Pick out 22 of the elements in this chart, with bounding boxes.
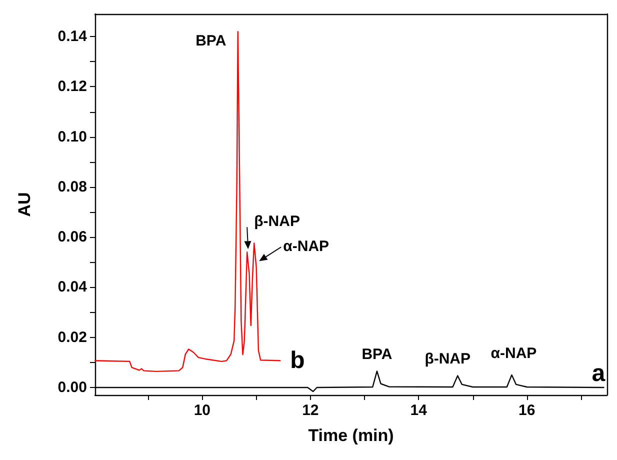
x-tick-label: 12 [302,402,319,419]
x-tick-label: 10 [194,402,211,419]
annotation: α-NAP [283,238,330,256]
y-tick-label: 0.06 [58,228,87,246]
x-tick-label: 16 [518,402,536,419]
series-label: a [592,360,606,387]
y-tick-label: 0.14 [58,28,88,46]
annotation: β-NAP [424,350,471,368]
annotation: α-NAP [490,344,537,362]
y-tick-label: 0.08 [58,178,87,196]
y-tick-label: 0.04 [58,278,88,296]
annotation: β-NAP [254,213,300,230]
y-tick-label: 0.00 [58,378,87,396]
series-label: b [290,347,305,374]
y-axis-title: AU [15,192,34,217]
annotation: BPA [362,346,392,364]
x-tick-label: 14 [410,402,428,419]
x-axis-title: Time (min) [308,426,394,445]
annotation: BPA [196,32,226,50]
y-tick-label: 0.10 [58,128,87,146]
y-tick-label: 0.02 [58,328,87,346]
y-tick-label: 0.12 [58,78,87,96]
